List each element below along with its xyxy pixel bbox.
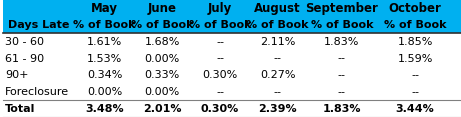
Text: July: July	[208, 2, 232, 15]
Text: 0.00%: 0.00%	[87, 87, 122, 97]
Text: August: August	[254, 2, 301, 15]
Bar	[3, 67, 461, 84]
Text: 1.85%: 1.85%	[397, 37, 433, 47]
Text: % of Book: % of Book	[131, 20, 194, 30]
Text: 30 - 60: 30 - 60	[5, 37, 44, 47]
Text: --: --	[338, 54, 346, 64]
Text: % of Book: % of Book	[311, 20, 373, 30]
Text: 1.83%: 1.83%	[324, 37, 360, 47]
Text: Total: Total	[5, 104, 35, 114]
Text: June: June	[148, 2, 177, 15]
Bar	[3, 33, 461, 50]
Text: % of Book: % of Book	[189, 20, 251, 30]
Bar	[3, 100, 461, 117]
Text: --: --	[216, 87, 224, 97]
Text: 0.27%: 0.27%	[260, 70, 296, 80]
Text: 90+: 90+	[5, 70, 29, 80]
Text: % of Book: % of Book	[247, 20, 309, 30]
Text: % of Book: % of Book	[384, 20, 446, 30]
Text: 0.00%: 0.00%	[145, 87, 180, 97]
Text: 1.59%: 1.59%	[397, 54, 433, 64]
Text: September: September	[306, 2, 378, 15]
Text: 0.00%: 0.00%	[145, 54, 180, 64]
Bar	[3, 17, 461, 33]
Text: --: --	[216, 54, 224, 64]
Text: 0.30%: 0.30%	[201, 104, 239, 114]
Bar	[3, 50, 461, 67]
Text: 1.68%: 1.68%	[145, 37, 180, 47]
Text: 2.01%: 2.01%	[143, 104, 182, 114]
Text: 2.39%: 2.39%	[259, 104, 297, 114]
Text: 61 - 90: 61 - 90	[5, 54, 44, 64]
Text: 0.34%: 0.34%	[87, 70, 122, 80]
Text: % of Book: % of Book	[73, 20, 136, 30]
Bar	[3, 84, 461, 100]
Text: 0.33%: 0.33%	[145, 70, 180, 80]
Text: Days Late: Days Late	[8, 20, 69, 30]
Text: --: --	[411, 70, 419, 80]
Text: 1.61%: 1.61%	[87, 37, 122, 47]
Text: 0.30%: 0.30%	[202, 70, 237, 80]
Text: 2.11%: 2.11%	[260, 37, 296, 47]
Text: 1.83%: 1.83%	[323, 104, 361, 114]
Bar	[3, 0, 461, 17]
Text: --: --	[216, 37, 224, 47]
Text: 1.53%: 1.53%	[87, 54, 122, 64]
Text: May: May	[91, 2, 118, 15]
Text: 3.48%: 3.48%	[85, 104, 124, 114]
Text: --: --	[338, 70, 346, 80]
Text: --: --	[411, 87, 419, 97]
Text: October: October	[389, 2, 442, 15]
Text: --: --	[338, 87, 346, 97]
Text: 3.44%: 3.44%	[396, 104, 435, 114]
Text: Foreclosure: Foreclosure	[5, 87, 69, 97]
Text: --: --	[274, 54, 282, 64]
Text: --: --	[274, 87, 282, 97]
